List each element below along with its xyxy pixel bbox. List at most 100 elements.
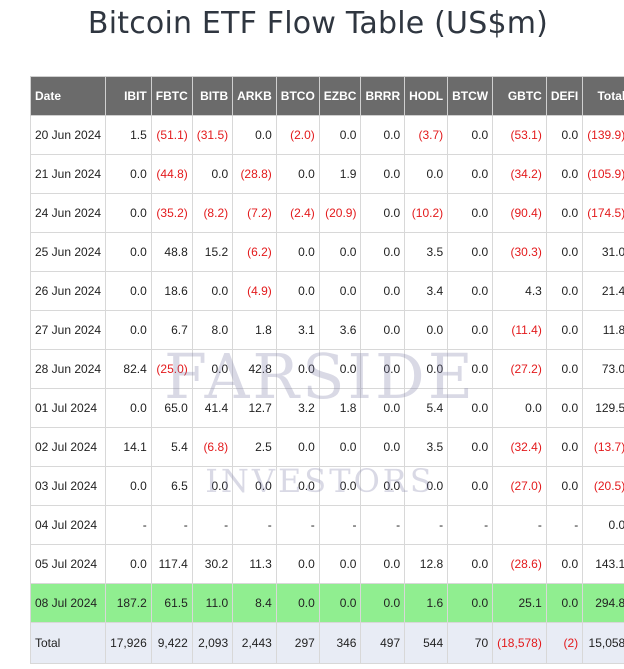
flow-cell-btco: 3.1	[275, 310, 320, 350]
flow-cell-ibit: 0.0	[105, 388, 152, 428]
flow-cell-fbtc: 61.5	[150, 583, 193, 623]
flow-cell-gbtc: (30.3)	[492, 232, 547, 272]
flow-cell-defi: 0.0	[545, 310, 584, 350]
total-cell-arkb: 2,443	[232, 622, 277, 664]
flow-cell-btco: 0.0	[275, 349, 320, 389]
flow-cell-total: 0.0	[582, 505, 624, 545]
flow-cell-hodl: 0.0	[404, 466, 449, 506]
flow-cell-total: 73.0	[582, 349, 624, 389]
flow-cell-defi: 0.0	[545, 388, 584, 428]
total-row: Total 17,926 9,422 2,093 2,443 297 346 497 544 70…	[29, 622, 624, 664]
flow-cell-fbtc: 48.8	[150, 232, 193, 272]
page-title: Bitcoin ETF Flow Table (US$m)	[87, 6, 549, 41]
flow-cell-hodl: 3.5	[404, 427, 449, 467]
flow-cell-btco: 0.0	[275, 232, 320, 272]
flow-cell-btcw: 0.0	[447, 427, 494, 467]
flow-cell-hodl: 0.0	[404, 310, 449, 350]
flow-cell-ibit: 82.4	[105, 349, 152, 389]
flow-cell-bitb: 0.0	[191, 349, 234, 389]
flow-cell-brrr: 0.0	[360, 388, 406, 428]
flow-cell-bitb: (31.5)	[191, 115, 234, 155]
flow-cell-defi: 0.0	[545, 427, 584, 467]
total-cell-ezbc: 346	[318, 622, 362, 664]
table-header-row: Date IBIT FBTC BITB ARKB BTCO EZBC BRRR HODL BTCW…	[29, 76, 624, 116]
flow-cell-bitb: 30.2	[191, 544, 234, 584]
flow-cell-total: (13.7)	[582, 427, 624, 467]
flow-cell-arkb: 2.5	[232, 427, 277, 467]
table-row: 28 Jun 2024 82.4 (25.0) 0.0 42.8 0.0 0.0 0.0 0.0…	[29, 349, 624, 389]
flow-cell-btco: 0.0	[275, 271, 320, 311]
row-date-cell: 02 Jul 2024	[29, 427, 107, 467]
flow-cell-ibit: 0.0	[105, 193, 152, 233]
flow-cell-total: (174.5)	[582, 193, 624, 233]
flow-cell-bitb: 0.0	[191, 466, 234, 506]
column-header-btco: BTCO	[275, 76, 320, 116]
flow-cell-arkb: 0.0	[232, 115, 277, 155]
total-cell-bitb: 2,093	[191, 622, 234, 664]
flow-cell-fbtc: (35.2)	[150, 193, 193, 233]
flow-cell-bitb: 11.0	[191, 583, 234, 623]
flow-cell-arkb: 11.3	[232, 544, 277, 584]
flow-cell-ibit: 0.0	[105, 466, 152, 506]
table-row: 27 Jun 2024 0.0 6.7 8.0 1.8 3.1 3.6 0.0 0.0 0.0 (1…	[29, 310, 624, 350]
table-row: 05 Jul 2024 0.0 117.4 30.2 11.3 0.0 0.0 0.0 12.8…	[29, 544, 624, 584]
flow-cell-brrr: 0.0	[360, 466, 406, 506]
flow-cell-bitb: 8.0	[191, 310, 234, 350]
flow-cell-arkb: 42.8	[232, 349, 277, 389]
row-date-cell: 25 Jun 2024	[29, 232, 107, 272]
flow-cell-btco: 0.0	[275, 544, 320, 584]
flow-cell-defi: 0.0	[545, 232, 584, 272]
flow-cell-arkb: 0.0	[232, 466, 277, 506]
flow-cell-hodl: 0.0	[404, 154, 449, 194]
flow-cell-ibit: 0.0	[105, 154, 152, 194]
flow-cell-gbtc: (90.4)	[492, 193, 547, 233]
flow-cell-ibit: -	[105, 505, 152, 545]
table-row: 02 Jul 2024 14.1 5.4 (6.8) 2.5 0.0 0.0 0.0 3.5 0.…	[29, 427, 624, 467]
flow-cell-bitb: -	[191, 505, 234, 545]
column-header-ezbc: EZBC	[318, 76, 362, 116]
flow-cell-hodl: (3.7)	[404, 115, 449, 155]
flow-cell-ezbc: 0.0	[318, 427, 362, 467]
flow-cell-fbtc: (25.0)	[150, 349, 193, 389]
flow-cell-brrr: 0.0	[360, 115, 406, 155]
flow-cell-total: 129.5	[582, 388, 624, 428]
flow-cell-ezbc: 0.0	[318, 583, 362, 623]
total-cell-ibit: 17,926	[105, 622, 152, 664]
flow-cell-ezbc: 0.0	[318, 232, 362, 272]
table-row: 20 Jun 2024 1.5 (51.1) (31.5) 0.0 (2.0) 0.0 0.0…	[29, 115, 624, 155]
flow-cell-ibit: 0.0	[105, 232, 152, 272]
flow-cell-brrr: 0.0	[360, 427, 406, 467]
flow-cell-btcw: 0.0	[447, 388, 494, 428]
flow-cell-gbtc: (34.2)	[492, 154, 547, 194]
total-cell-total: 15,058	[582, 622, 624, 664]
total-cell-btcw: 70	[447, 622, 494, 664]
flow-cell-btco: -	[275, 505, 320, 545]
flow-cell-total: 31.0	[582, 232, 624, 272]
flow-cell-total: 143.1	[582, 544, 624, 584]
flow-cell-ezbc: 0.0	[318, 349, 362, 389]
flow-cell-ezbc: 0.0	[318, 271, 362, 311]
flow-cell-hodl: 5.4	[404, 388, 449, 428]
flow-cell-btcw: 0.0	[447, 349, 494, 389]
flow-cell-btcw: 0.0	[447, 310, 494, 350]
flow-cell-gbtc: (32.4)	[492, 427, 547, 467]
flow-cell-fbtc: (44.8)	[150, 154, 193, 194]
flow-cell-arkb: -	[232, 505, 277, 545]
flow-cell-defi: 0.0	[545, 544, 584, 584]
flow-cell-gbtc: (27.2)	[492, 349, 547, 389]
flow-cell-defi: 0.0	[545, 115, 584, 155]
table-row: 26 Jun 2024 0.0 18.6 0.0 (4.9) 0.0 0.0 0.0 3.4 0.…	[29, 271, 624, 311]
flow-cell-gbtc: (28.6)	[492, 544, 547, 584]
flow-cell-defi: 0.0	[545, 583, 584, 623]
flow-cell-hodl: -	[404, 505, 449, 545]
flow-cell-btcw: 0.0	[447, 271, 494, 311]
row-date-cell: 26 Jun 2024	[29, 271, 107, 311]
flow-cell-bitb: (8.2)	[191, 193, 234, 233]
row-date-cell: 21 Jun 2024	[29, 154, 107, 194]
flow-cell-brrr: 0.0	[360, 544, 406, 584]
flow-cell-bitb: (6.8)	[191, 427, 234, 467]
flow-cell-btcw: 0.0	[447, 115, 494, 155]
flow-cell-brrr: 0.0	[360, 349, 406, 389]
total-cell-gbtc: (18,578)	[492, 622, 547, 664]
column-header-date: Date	[29, 76, 107, 116]
